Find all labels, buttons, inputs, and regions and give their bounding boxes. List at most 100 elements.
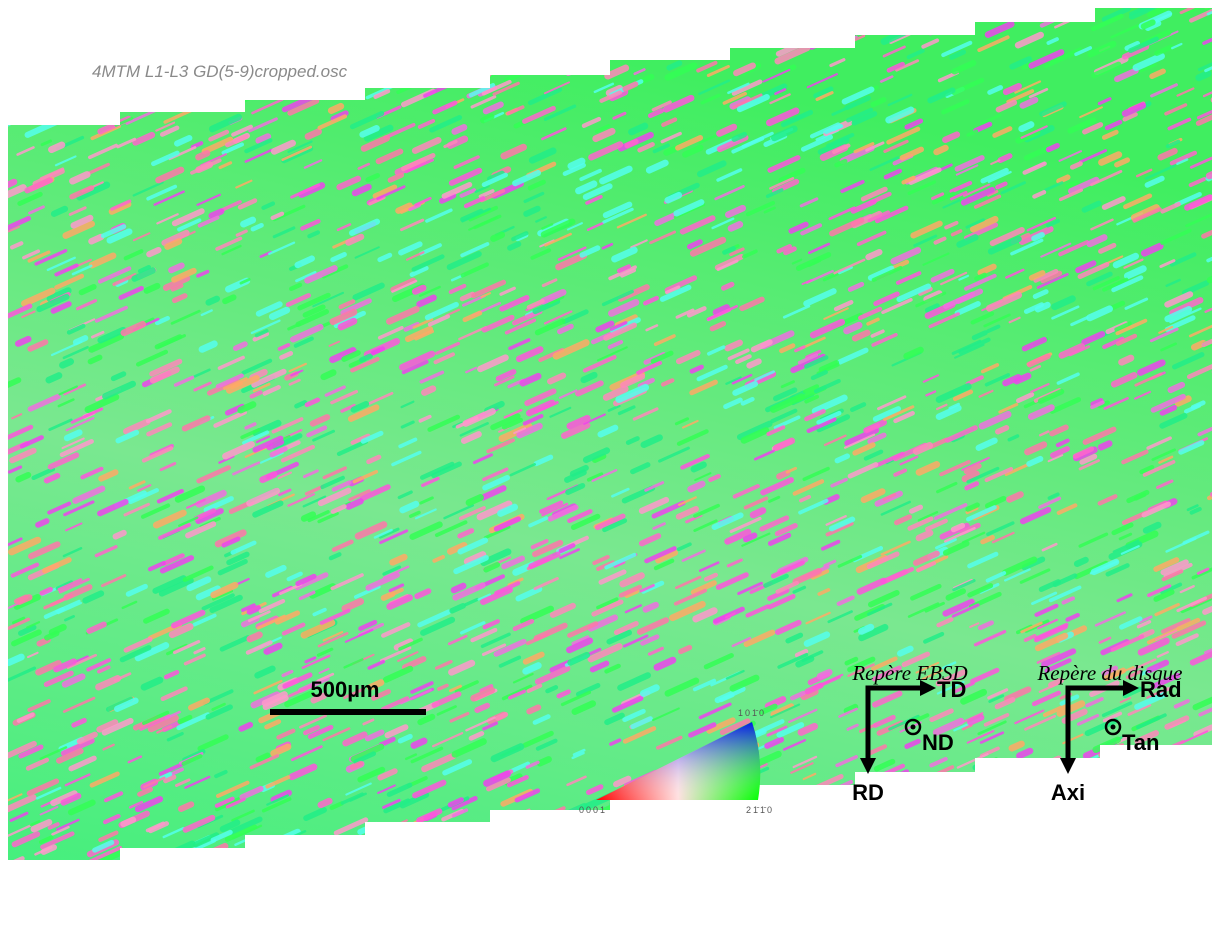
grain <box>188 697 211 711</box>
grain <box>834 453 850 464</box>
grain <box>142 710 170 725</box>
grain <box>181 8 197 15</box>
grain <box>1176 158 1189 166</box>
grain <box>31 467 56 481</box>
grain <box>873 291 900 307</box>
grain <box>300 219 321 231</box>
grain <box>53 658 77 673</box>
grain <box>382 565 402 576</box>
grain <box>175 43 208 60</box>
grain <box>1094 611 1126 627</box>
grain <box>865 141 885 152</box>
grain <box>955 164 979 176</box>
grain <box>25 94 58 111</box>
grain <box>42 872 59 879</box>
grain <box>701 829 732 846</box>
grain <box>603 322 637 341</box>
grain <box>770 8 804 14</box>
grain <box>54 155 77 167</box>
grain <box>665 285 681 295</box>
grain <box>874 451 905 468</box>
grain <box>711 217 735 230</box>
grain <box>17 191 43 206</box>
grain <box>1108 541 1143 560</box>
grain <box>1049 47 1082 64</box>
grain <box>289 323 324 343</box>
grain <box>239 278 251 285</box>
grain <box>442 759 473 776</box>
grain <box>120 320 147 337</box>
grain <box>1090 170 1123 187</box>
grain <box>987 170 1012 183</box>
grain <box>19 435 44 449</box>
grain <box>34 248 68 266</box>
grain <box>274 610 300 625</box>
grain <box>110 199 132 211</box>
grain <box>482 101 504 115</box>
grain <box>850 198 877 214</box>
grain <box>602 8 630 25</box>
grain <box>1039 101 1067 117</box>
grain <box>405 251 425 261</box>
grain <box>402 59 420 69</box>
grain <box>991 833 1022 849</box>
grain <box>1179 585 1195 594</box>
grain <box>1186 363 1212 380</box>
grain <box>400 400 415 409</box>
grain <box>1201 227 1212 239</box>
grain <box>8 377 22 389</box>
grain <box>414 329 434 341</box>
grain <box>871 665 902 682</box>
grain <box>458 326 488 341</box>
grain <box>223 48 250 62</box>
grain <box>783 865 806 875</box>
grain <box>1090 13 1124 32</box>
grain <box>1144 20 1162 31</box>
grain <box>1090 398 1104 407</box>
grain <box>987 235 1022 255</box>
grain <box>731 636 752 648</box>
grain <box>964 481 980 491</box>
grain <box>8 465 23 474</box>
grain <box>200 309 213 317</box>
grain <box>824 123 843 135</box>
grain <box>547 372 567 385</box>
grain <box>906 48 925 60</box>
grain <box>265 564 287 578</box>
grain <box>1210 89 1212 104</box>
grain <box>847 462 879 479</box>
grain <box>54 273 85 290</box>
grain <box>961 863 980 872</box>
grain <box>718 837 739 850</box>
grain <box>575 180 598 195</box>
grain <box>840 179 865 194</box>
grain <box>516 422 543 439</box>
grain <box>328 552 342 561</box>
grain <box>295 309 330 328</box>
grain <box>797 353 819 365</box>
grain <box>56 748 84 764</box>
grain <box>229 816 263 835</box>
grain <box>572 748 586 757</box>
grain <box>1074 46 1093 57</box>
grain <box>893 468 908 477</box>
grain <box>687 480 706 493</box>
grain <box>1101 129 1119 140</box>
grain <box>170 309 201 325</box>
grain <box>581 116 602 128</box>
grain <box>446 542 468 555</box>
grain <box>966 730 995 744</box>
grain <box>1179 730 1209 745</box>
grain <box>640 634 660 646</box>
grain <box>975 437 998 451</box>
grain <box>1134 372 1163 387</box>
grain <box>459 291 476 302</box>
grain <box>1024 441 1048 456</box>
grain <box>482 619 500 630</box>
grain <box>680 453 710 470</box>
grain <box>834 8 865 20</box>
grain <box>45 372 63 384</box>
grain <box>706 345 726 356</box>
grain <box>400 420 415 429</box>
